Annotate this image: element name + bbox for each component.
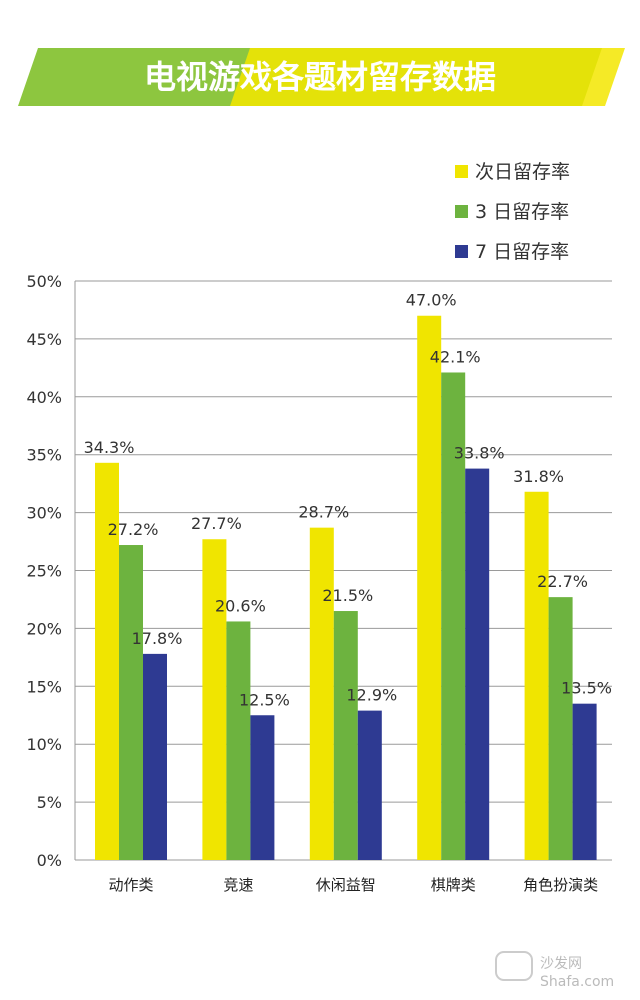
watermark: 沙发网 Shafa.com	[495, 951, 614, 990]
data-label: 42.1%	[430, 347, 481, 366]
data-label: 21.5%	[322, 586, 373, 605]
bar	[202, 539, 227, 860]
y-tick-label: 35%	[26, 446, 62, 465]
data-label: 12.5%	[239, 690, 290, 709]
data-label: 12.9%	[346, 686, 397, 705]
y-tick-label: 50%	[26, 272, 62, 291]
data-label: 28.7%	[298, 503, 349, 522]
data-label: 17.8%	[132, 629, 183, 648]
y-tick-label: 20%	[26, 619, 62, 638]
legend-label: 3 日留存率	[475, 201, 569, 223]
bar	[333, 611, 358, 860]
chart-title: 电视游戏各题材留存数据	[144, 58, 496, 96]
data-label: 22.7%	[537, 572, 588, 591]
bar	[417, 315, 442, 860]
y-tick-label: 10%	[26, 735, 62, 754]
legend-swatch	[455, 165, 468, 178]
bar	[226, 621, 251, 860]
y-tick-label: 25%	[26, 562, 62, 581]
y-tick-label: 5%	[37, 793, 62, 812]
bar	[572, 703, 597, 860]
bar	[95, 462, 119, 860]
y-tick-label: 15%	[26, 677, 62, 696]
bar	[250, 715, 275, 860]
legend-label: 次日留存率	[475, 161, 570, 183]
bar	[309, 527, 334, 860]
data-label: 31.8%	[513, 467, 564, 486]
legend-swatch	[455, 205, 468, 218]
watermark-cn: 沙发网	[540, 956, 582, 972]
y-tick-label: 40%	[26, 388, 62, 407]
data-label: 33.8%	[454, 444, 505, 463]
bar	[465, 468, 490, 860]
bar	[524, 491, 549, 860]
bar	[119, 545, 143, 860]
banner-yellow-band	[230, 48, 625, 106]
y-tick-label: 45%	[26, 330, 62, 349]
y-axis: 0% 5% 10% 15% 20% 25% 30% 35% 40% 45% 50%	[26, 272, 62, 870]
legend-swatch	[455, 245, 468, 258]
data-label: 34.3%	[84, 438, 135, 457]
x-axis: 动作类 竞速 休闲益智 棋牌类 角色扮演类	[108, 876, 598, 894]
bars	[95, 315, 597, 860]
watermark-en: Shafa.com	[540, 974, 614, 990]
x-tick-label: 角色扮演类	[523, 876, 598, 894]
y-tick-label: 0%	[37, 851, 62, 870]
bar	[143, 653, 167, 860]
data-label: 27.2%	[108, 520, 159, 539]
data-label: 20.6%	[215, 596, 266, 615]
watermark-logo-icon	[495, 951, 533, 981]
legend: 次日留存率 3 日留存率 7 日留存率	[455, 161, 570, 263]
x-tick-label: 休闲益智	[316, 876, 376, 894]
value-labels: 34.3% 27.2% 17.8% 27.7% 20.6% 12.5% 28.7% 21.5%…	[84, 291, 612, 710]
legend-label: 7 日留存率	[475, 241, 569, 263]
bar	[441, 372, 466, 860]
data-label: 13.5%	[561, 679, 612, 698]
data-label: 27.7%	[191, 514, 242, 533]
x-tick-label: 动作类	[108, 876, 153, 894]
title-banner: 电视游戏各题材留存数据	[18, 48, 625, 106]
data-label: 47.0%	[406, 291, 457, 310]
y-tick-label: 30%	[26, 504, 62, 523]
bar	[357, 710, 382, 860]
bar	[548, 597, 573, 860]
x-tick-label: 棋牌类	[431, 876, 476, 894]
x-tick-label: 竞速	[223, 876, 253, 894]
